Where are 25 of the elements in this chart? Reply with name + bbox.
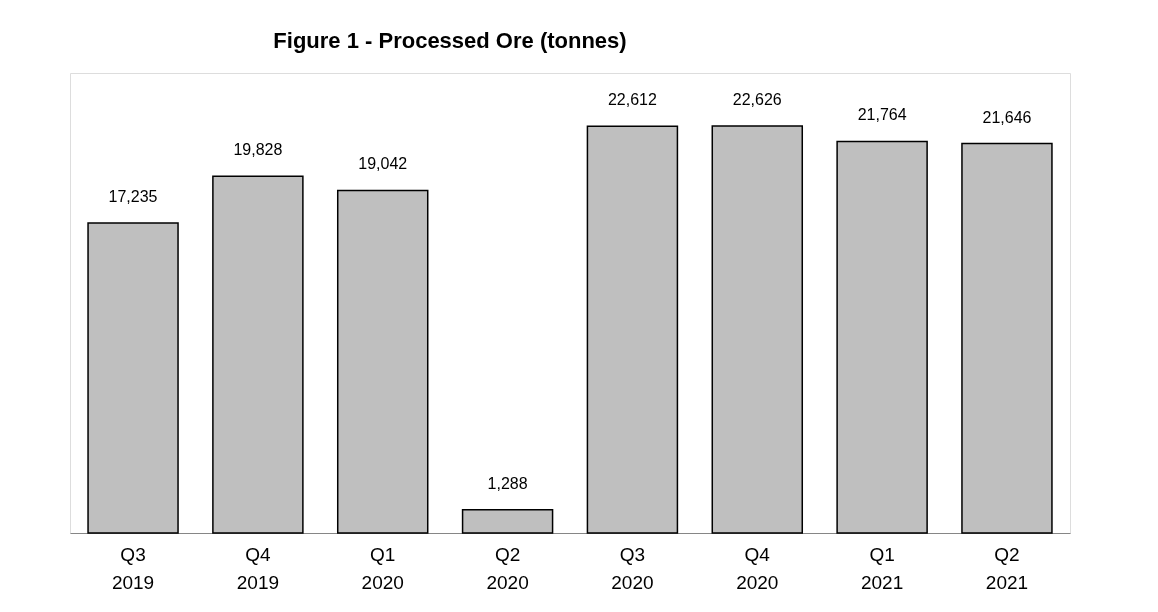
bar bbox=[586, 125, 679, 534]
x-tick-label: Q1 2020 bbox=[361, 543, 404, 593]
x-tick-label: Q4 2019 bbox=[236, 543, 280, 593]
data-label: 17,235 bbox=[108, 187, 158, 205]
x-tick-label: Q3 2019 bbox=[111, 543, 155, 593]
x-tick-label: Q2 2020 bbox=[486, 543, 529, 593]
data-label: 19,042 bbox=[358, 155, 408, 173]
data-label: 21,764 bbox=[857, 106, 907, 124]
bar bbox=[836, 140, 928, 534]
bar bbox=[87, 222, 179, 534]
data-label: 19,828 bbox=[233, 141, 283, 159]
bar bbox=[461, 509, 554, 534]
x-tick-label: Q3 2020 bbox=[611, 543, 654, 593]
bar bbox=[212, 175, 304, 534]
bar bbox=[336, 189, 429, 534]
bar bbox=[711, 125, 804, 534]
x-tick-label: Q2 2021 bbox=[985, 543, 1029, 593]
data-label: 1,288 bbox=[487, 474, 528, 492]
x-tick-label: Q4 2020 bbox=[736, 543, 779, 593]
data-label: 22,612 bbox=[607, 91, 657, 109]
bar bbox=[961, 142, 1053, 534]
data-label: 21,646 bbox=[982, 108, 1032, 126]
data-label: 22,626 bbox=[732, 90, 782, 108]
chart-title: Figure 1 - Processed Ore (tonnes) bbox=[273, 28, 627, 53]
x-tick-label: Q1 2021 bbox=[860, 543, 904, 593]
